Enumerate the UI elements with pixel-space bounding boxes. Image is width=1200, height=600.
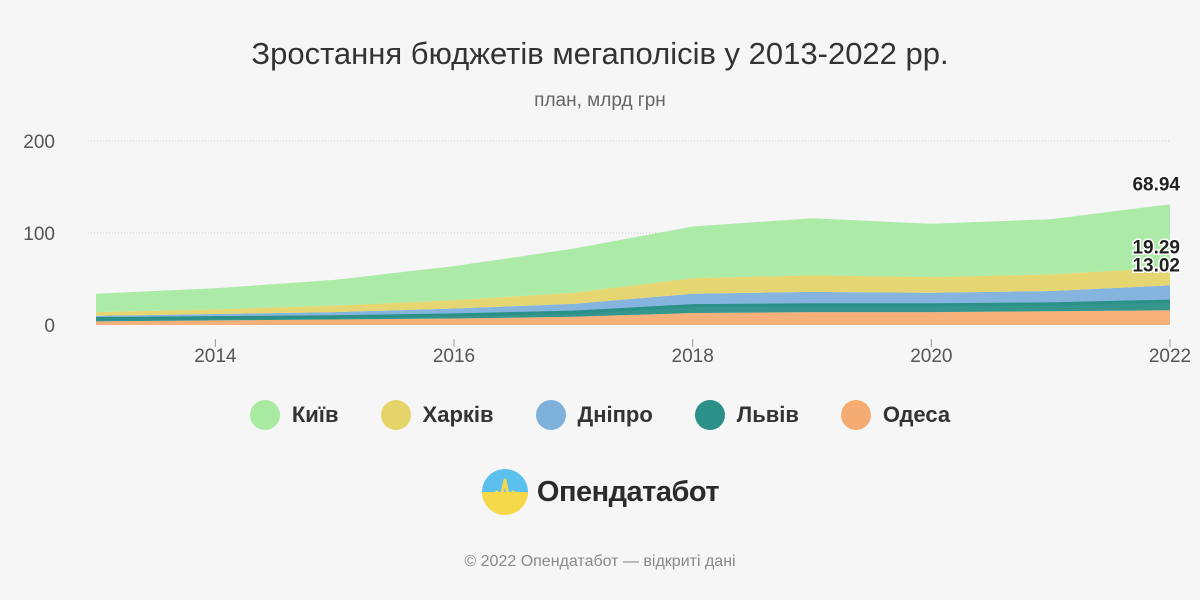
- legend-item-kyiv[interactable]: Київ: [249, 400, 339, 430]
- legend-swatch: [535, 400, 566, 430]
- area-series-Київ: [96, 204, 1170, 313]
- area-chart: 0 100 200 2014 2016 2018 2020 2022 68.94 19.2913…: [23, 132, 1191, 367]
- axes: 0 100 200 2014 2016 2018 2020 2022: [23, 132, 1191, 367]
- data-label: 13.02: [1132, 255, 1180, 276]
- legend-label: Дніпро: [577, 402, 653, 427]
- legend-label: Київ: [291, 402, 339, 427]
- legend-item-kharkiv[interactable]: Харків: [380, 400, 494, 430]
- legend-item-odesa[interactable]: Одеса: [840, 400, 951, 430]
- legend-swatch: [249, 400, 280, 430]
- chart-legend: Київ Харків Дніпро Львів Одеса: [0, 400, 1200, 430]
- area-series-Харків: [96, 267, 1170, 316]
- y-tick-label: 200: [23, 132, 55, 153]
- brand-name: Опендатабот: [536, 475, 720, 508]
- x-tick-label: 2016: [433, 346, 475, 367]
- x-tick-label: 2018: [672, 346, 714, 367]
- legend-label: Львів: [736, 402, 799, 427]
- legend-label: Харків: [422, 402, 494, 427]
- chart-subtitle: план, млрд грн: [534, 90, 666, 111]
- y-tick-label: 100: [23, 224, 55, 245]
- legend-swatch: [380, 400, 411, 430]
- brand-logo: Опендатабот: [0, 468, 1200, 516]
- area-series-Дніпро: [96, 285, 1170, 319]
- x-tick-label: 2020: [910, 346, 952, 367]
- opendatabot-circle-icon: [481, 469, 528, 515]
- legend-label: Одеса: [882, 402, 951, 427]
- legend-item-lviv[interactable]: Львів: [694, 400, 799, 430]
- line-series-lviv: [95, 299, 1171, 321]
- legend-swatch: [840, 400, 871, 430]
- grid-lines: [88, 140, 1170, 234]
- x-tick-label: 2022: [1149, 346, 1191, 367]
- y-tick-label: 0: [44, 316, 55, 337]
- data-label: 19.29: [1132, 238, 1180, 259]
- legend-swatch: [694, 400, 725, 430]
- x-tick-label: 2014: [194, 346, 237, 367]
- stacked-areas: [96, 204, 1170, 325]
- footer-copyright: © 2022 Опендатабот — відкриті дані: [464, 553, 736, 570]
- legend-item-dnipro[interactable]: Дніпро: [535, 400, 653, 430]
- data-label: 68.94: [1132, 174, 1180, 195]
- area-series-Одеса: [96, 310, 1170, 325]
- chart-title: Зростання бюджетів мегаполісів у 2013-20…: [251, 36, 949, 71]
- series-lines: [95, 299, 1171, 321]
